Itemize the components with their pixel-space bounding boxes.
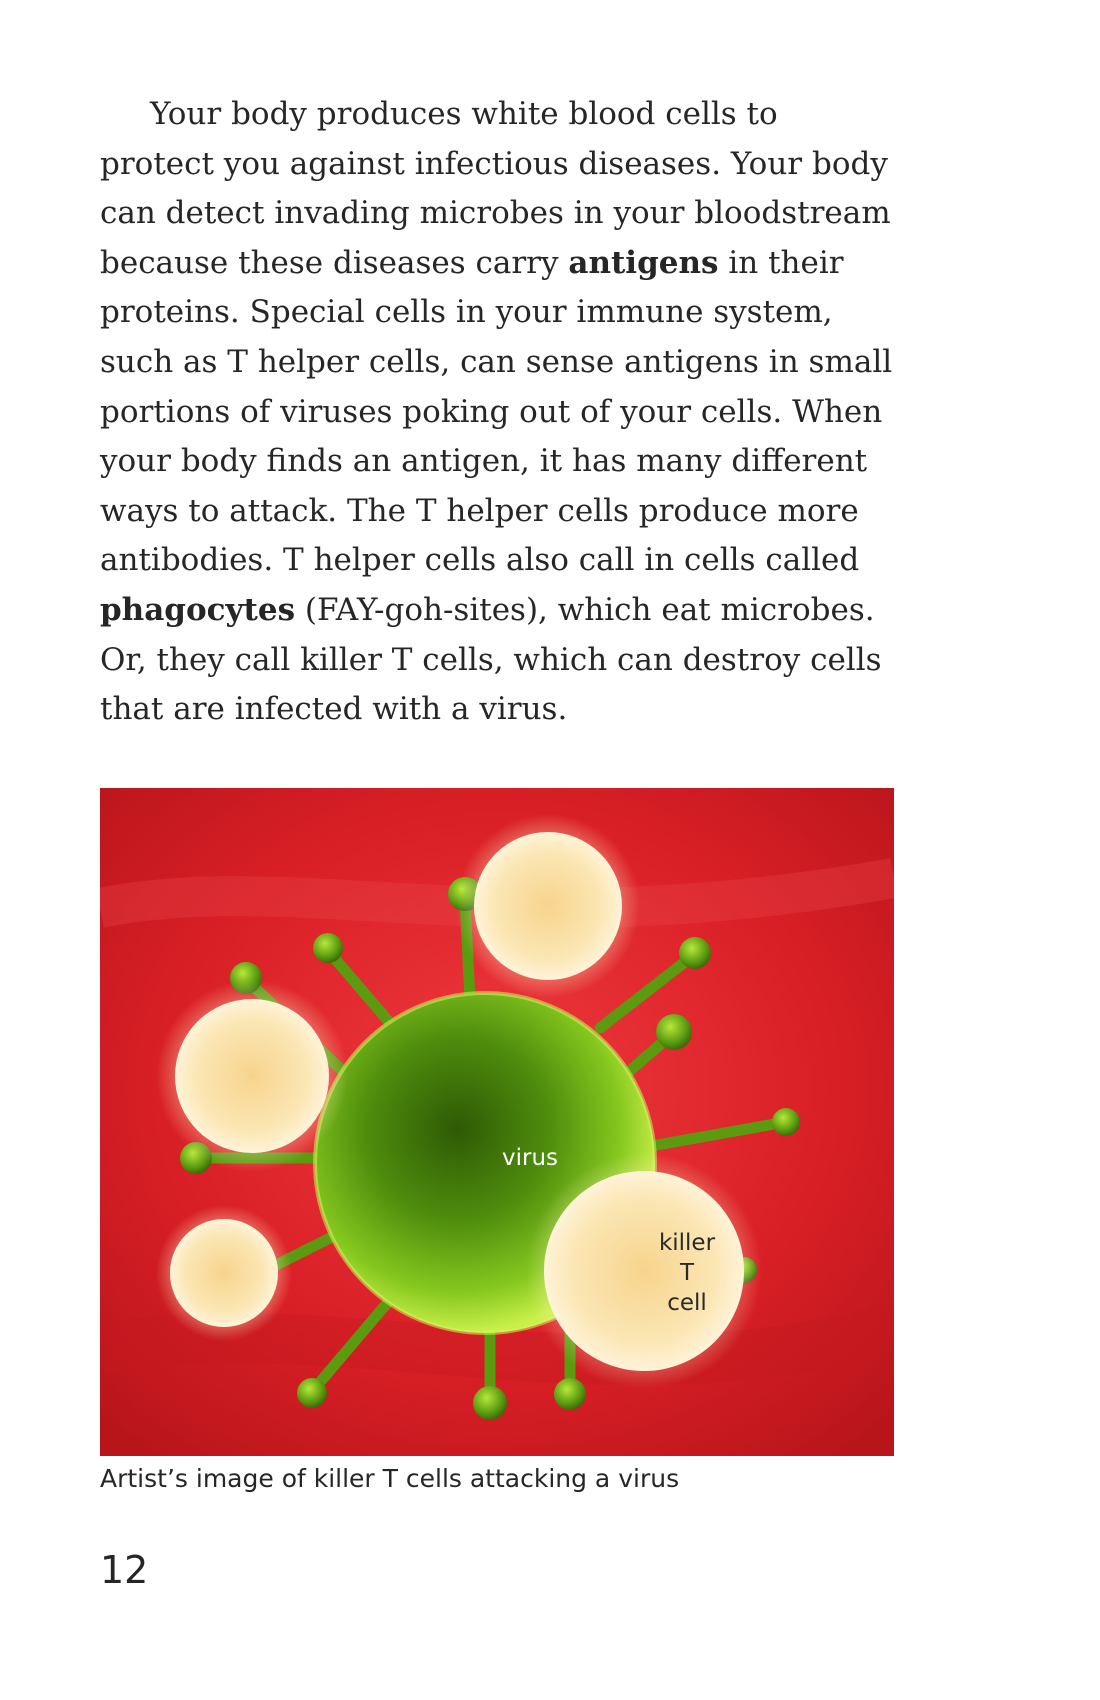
- paragraph-line: protect you against infectious diseases.…: [100, 145, 888, 182]
- paragraph-line: that are infected with a virus.: [100, 691, 568, 728]
- killer-t-cell-label: killer T cell: [658, 1230, 716, 1316]
- paragraph-line: Or, they call killer T cells, which can …: [100, 641, 882, 678]
- paragraph-line: proteins. Special cells in your immune s…: [100, 294, 833, 331]
- page-number: 12: [100, 1548, 149, 1592]
- paragraph-line: antibodies. T helper cells also call in …: [100, 542, 860, 579]
- paragraph-line: can detect invading microbes in your blo…: [100, 195, 891, 232]
- paragraph-line: phagocytes (FAY-goh-sites), which eat mi…: [100, 591, 875, 628]
- virus-label: virus: [501, 1145, 559, 1171]
- figure-caption: Artist’s image of killer T cells attacki…: [100, 1464, 680, 1493]
- body-paragraph: Your body produces white blood cells to …: [100, 90, 900, 735]
- term-phagocytes: phagocytes: [100, 591, 296, 628]
- illustration-art: [100, 788, 894, 1456]
- paragraph-line: such as T helper cells, can sense antige…: [100, 343, 893, 380]
- paragraph-line: because these diseases carry antigens in…: [100, 244, 844, 281]
- paragraph-line: Your body produces white blood cells to: [150, 96, 778, 132]
- paragraph-line: ways to attack. The T helper cells produ…: [100, 492, 859, 529]
- virus-illustration: virus killer T cell: [100, 788, 894, 1456]
- term-antigens: antigens: [568, 244, 719, 281]
- paragraph-line: your body finds an antigen, it has many …: [100, 443, 868, 480]
- paragraph-line: portions of viruses poking out of your c…: [100, 393, 883, 430]
